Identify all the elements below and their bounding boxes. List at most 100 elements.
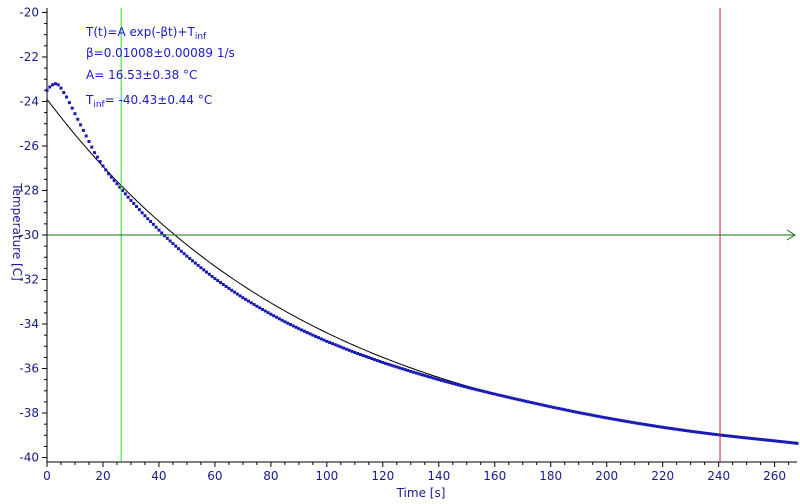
data-point bbox=[482, 389, 486, 393]
y-tick-label: -24 bbox=[19, 94, 39, 108]
data-point bbox=[487, 391, 491, 395]
data-point bbox=[638, 422, 642, 426]
data-point bbox=[182, 252, 186, 256]
data-point bbox=[602, 415, 606, 419]
data-point bbox=[372, 358, 376, 362]
data-point bbox=[353, 351, 357, 355]
data-point bbox=[381, 361, 385, 365]
data-point bbox=[501, 394, 505, 398]
data-point bbox=[104, 168, 108, 172]
data-point bbox=[398, 366, 402, 370]
data-point bbox=[414, 371, 418, 375]
data-point bbox=[185, 254, 189, 258]
data-point bbox=[490, 391, 494, 395]
data-point bbox=[314, 334, 318, 338]
data-point bbox=[174, 244, 178, 248]
data-point bbox=[599, 415, 603, 419]
data-point bbox=[392, 364, 396, 368]
data-point bbox=[93, 151, 97, 155]
y-tick-label: -20 bbox=[19, 5, 39, 19]
data-point bbox=[412, 370, 416, 374]
data-point bbox=[305, 331, 309, 335]
data-point bbox=[677, 428, 681, 432]
data-point bbox=[521, 399, 525, 403]
data-point bbox=[574, 410, 578, 414]
data-point bbox=[496, 393, 500, 397]
data-point bbox=[168, 239, 172, 243]
data-point bbox=[160, 231, 164, 235]
data-point bbox=[538, 402, 542, 406]
data-point bbox=[67, 101, 71, 105]
data-point bbox=[406, 369, 410, 373]
data-point bbox=[423, 374, 427, 378]
data-point bbox=[445, 380, 449, 384]
data-point bbox=[608, 416, 611, 420]
y-tick-label: -32 bbox=[19, 273, 39, 287]
x-tick-label: 120 bbox=[371, 469, 394, 483]
data-point bbox=[191, 259, 195, 263]
data-point bbox=[205, 270, 209, 274]
data-point bbox=[224, 284, 228, 288]
data-point bbox=[781, 440, 785, 444]
fit-amplitude-text: A= 16.53±0.38 °C bbox=[86, 68, 197, 82]
data-point bbox=[137, 208, 141, 212]
data-point bbox=[101, 164, 105, 168]
data-point bbox=[686, 429, 690, 433]
data-point bbox=[764, 438, 768, 442]
data-point bbox=[216, 279, 220, 283]
plot-area: 0 20 40 60 80 100 120 140 160 180 200 220 240 260 -20 -… bbox=[19, 5, 799, 483]
data-point bbox=[459, 384, 463, 388]
data-point bbox=[107, 172, 111, 176]
data-point bbox=[759, 437, 763, 441]
data-point bbox=[515, 397, 519, 401]
data-point bbox=[258, 306, 262, 310]
y-tick-label: -40 bbox=[19, 451, 39, 465]
data-point bbox=[504, 395, 508, 399]
data-point bbox=[588, 413, 592, 417]
data-point bbox=[571, 409, 575, 413]
data-point bbox=[761, 438, 765, 442]
data-point bbox=[557, 407, 561, 411]
x-tick-label: 240 bbox=[707, 469, 730, 483]
data-point bbox=[56, 83, 60, 87]
data-point bbox=[361, 354, 365, 358]
data-point bbox=[286, 321, 290, 325]
data-point bbox=[417, 372, 421, 376]
data-point bbox=[235, 292, 239, 296]
data-point bbox=[260, 307, 264, 311]
data-point bbox=[468, 386, 472, 390]
data-point bbox=[364, 355, 368, 359]
data-point bbox=[129, 199, 133, 202]
data-point bbox=[719, 433, 723, 437]
data-point bbox=[199, 266, 203, 270]
data-point bbox=[454, 382, 458, 386]
data-point bbox=[641, 422, 645, 426]
data-point bbox=[691, 430, 695, 434]
data-point bbox=[708, 432, 712, 436]
data-point bbox=[630, 420, 634, 424]
data-point bbox=[328, 340, 332, 344]
x-tick-label: 180 bbox=[539, 469, 562, 483]
data-point bbox=[73, 112, 77, 116]
fit-model-text: T(t)=A exp(-βt)+Tinf bbox=[85, 25, 207, 42]
data-point bbox=[151, 222, 155, 226]
x-tick-label: 20 bbox=[95, 469, 110, 483]
data-point bbox=[778, 439, 782, 443]
data-point bbox=[297, 327, 301, 331]
data-point bbox=[330, 342, 334, 346]
data-point bbox=[227, 286, 231, 290]
data-point bbox=[336, 344, 340, 348]
data-point bbox=[666, 426, 670, 430]
data-point bbox=[731, 434, 735, 438]
data-point bbox=[132, 202, 136, 206]
data-point bbox=[294, 325, 298, 329]
data-point bbox=[697, 430, 701, 434]
data-point bbox=[196, 263, 200, 267]
x-tick-label: 220 bbox=[651, 469, 674, 483]
data-point bbox=[647, 423, 651, 427]
data-point bbox=[193, 261, 197, 265]
data-point bbox=[65, 95, 69, 99]
data-point bbox=[146, 217, 150, 221]
